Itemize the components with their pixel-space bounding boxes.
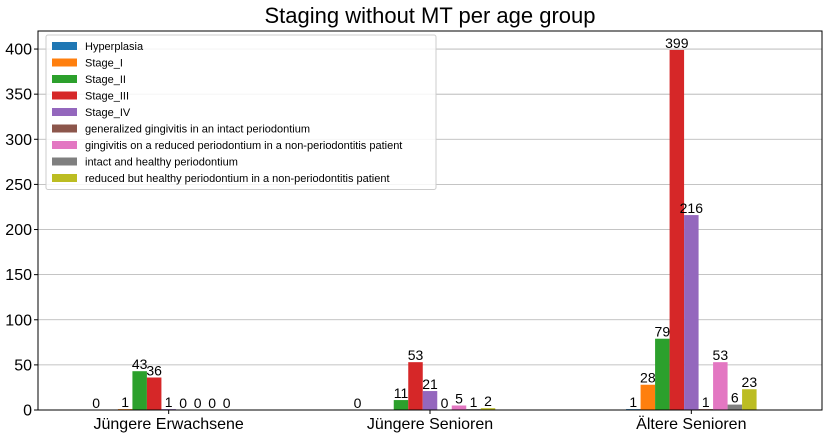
- legend: Hyperplasia Stage_I Stage_II Stage_III Stage…: [45, 34, 437, 190]
- x-tick-label: Ältere Senioren: [636, 415, 746, 433]
- chart-title: Staging without MT per age group: [264, 3, 595, 28]
- bar: [640, 384, 656, 410]
- x-tick-label: Jüngere Erwachsene: [94, 416, 244, 433]
- legend-label: reduced but healthy periodontium in a no…: [85, 173, 390, 185]
- legend-label: Stage_II: [85, 74, 126, 86]
- bar: [742, 389, 757, 410]
- bar: [132, 371, 147, 410]
- data-label: 0: [194, 395, 202, 411]
- data-label: 1: [165, 394, 173, 410]
- y-tick-label: 200: [5, 222, 32, 239]
- legend-swatch: [52, 141, 77, 149]
- data-label: 0: [208, 395, 216, 411]
- y-tick-label: 0: [23, 403, 32, 420]
- bar: [393, 400, 409, 410]
- y-tick-label: 350: [5, 87, 32, 104]
- data-label: 21: [422, 376, 438, 392]
- data-label: 53: [713, 347, 729, 363]
- y-tick-label: 150: [5, 267, 32, 284]
- data-label: 36: [146, 363, 162, 379]
- data-label: 399: [665, 35, 689, 51]
- data-label: 1: [702, 394, 710, 410]
- data-label: 43: [132, 356, 148, 372]
- bar: [713, 362, 728, 410]
- y-tick-label: 100: [5, 312, 32, 329]
- data-label: 0: [179, 395, 187, 411]
- bar: [408, 362, 423, 410]
- bar: [669, 49, 685, 410]
- y-tick-label: 300: [5, 132, 32, 149]
- legend-label: intact and healthy periodontium: [85, 157, 238, 169]
- data-label: 23: [742, 374, 758, 390]
- legend-swatch: [52, 108, 77, 116]
- legend-swatch: [52, 91, 77, 100]
- bar: [655, 338, 670, 410]
- bar: [684, 215, 699, 410]
- legend-swatch: [52, 124, 77, 133]
- legend-label: gingivitis on a reduced periodontium in …: [85, 140, 402, 152]
- y-tick-label: 50: [14, 357, 32, 374]
- legend-swatch: [52, 75, 77, 83]
- data-label: 5: [455, 390, 463, 406]
- data-label: 2: [484, 393, 492, 409]
- legend-swatch: [52, 42, 77, 50]
- data-label: 0: [354, 395, 362, 411]
- legend-swatch: [52, 58, 77, 67]
- x-tick-label: Jüngere Senioren: [367, 416, 493, 433]
- bar: [480, 408, 496, 410]
- bars: [117, 49, 757, 410]
- data-label: 0: [223, 395, 231, 411]
- y-tick-label: 400: [5, 42, 32, 59]
- data-label: 0: [441, 395, 449, 411]
- legend-label: generalized gingivitis in an intact peri…: [85, 124, 310, 136]
- bar: [146, 377, 162, 410]
- x-axis: Jüngere Erwachsene Jüngere Senioren Ältere…: [94, 410, 746, 433]
- data-label: 53: [408, 347, 424, 363]
- legend-label: Stage_III: [85, 91, 129, 103]
- legend-label: Hyperplasia: [85, 41, 144, 53]
- legend-label: Stage_IV: [85, 107, 131, 119]
- data-label: 1: [121, 394, 129, 410]
- data-label: 1: [629, 394, 637, 410]
- legend-swatch: [52, 157, 77, 166]
- bar: [422, 391, 438, 410]
- legend-label: Stage_I: [85, 58, 123, 70]
- data-label: 6: [731, 390, 739, 406]
- bar: [727, 404, 743, 410]
- data-label: 1: [470, 394, 478, 410]
- legend-box: [45, 34, 437, 190]
- y-axis: 0 50 100 150 200 250 300 350 400: [5, 42, 38, 420]
- data-label: 79: [655, 324, 671, 340]
- data-label: 216: [680, 200, 704, 216]
- data-label: 11: [394, 385, 409, 401]
- bar: [451, 405, 467, 410]
- data-label: 0: [92, 395, 100, 411]
- data-label: 28: [640, 370, 656, 386]
- legend-swatch: [52, 174, 77, 182]
- y-tick-label: 250: [5, 177, 32, 194]
